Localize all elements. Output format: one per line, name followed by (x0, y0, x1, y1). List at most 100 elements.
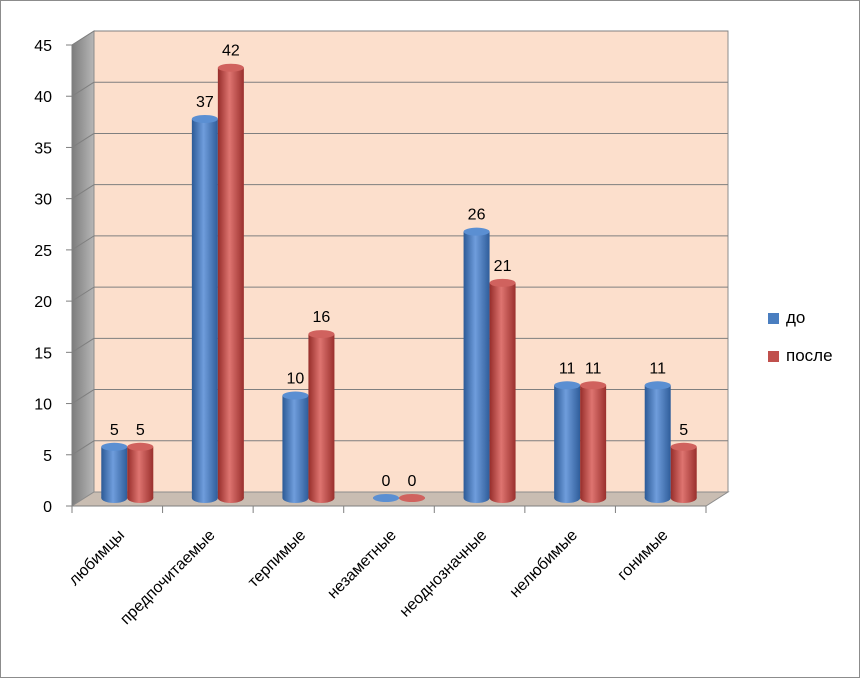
gridline-side (71, 235, 95, 251)
data-label: 16 (313, 309, 331, 326)
bar-after-base (217, 493, 244, 503)
y-tick-label: 0 (43, 499, 52, 516)
bar-before (101, 442, 128, 503)
category-label: гонимые (615, 527, 672, 584)
bar-after-top (308, 330, 335, 339)
gridline-side (71, 440, 95, 456)
gridline-side (71, 133, 95, 148)
bar-after (308, 330, 335, 503)
bar-before-base (463, 493, 490, 503)
data-label: 42 (222, 43, 240, 60)
bar-after-base (308, 493, 335, 503)
bar-after-top (217, 63, 244, 72)
bars (101, 63, 697, 503)
gridline-side (71, 81, 95, 97)
bar-after (489, 278, 516, 503)
bar-after-top (580, 381, 607, 390)
bar-after-body (489, 282, 516, 498)
bar-before-top (101, 442, 128, 451)
gridline-side (71, 337, 95, 353)
bar-before (554, 381, 581, 503)
y-tick-label: 40 (34, 89, 52, 106)
data-label: 0 (408, 473, 417, 490)
plot-back-wall (70, 30, 730, 507)
bar-before (191, 114, 218, 503)
bar-before-body (101, 446, 128, 498)
y-tick-label: 5 (43, 448, 52, 465)
gridline-side (71, 30, 95, 46)
bar-before-top (463, 227, 490, 236)
category-label: неоднозначные (397, 527, 491, 621)
bar-before-body (644, 385, 671, 498)
bar-before (282, 391, 309, 503)
data-label: 11 (649, 360, 666, 377)
bar-after-top (399, 494, 425, 502)
bar-before (644, 381, 671, 503)
bar-before-top (191, 114, 218, 123)
gridline-side (71, 286, 95, 302)
category-label: нелюбимые (507, 527, 581, 601)
bar-after-body (580, 385, 607, 498)
data-label: 37 (196, 94, 214, 111)
bar-after-body (670, 446, 697, 498)
bar-before-body (191, 118, 218, 498)
bar-after-base (489, 493, 516, 503)
y-tick-label: 10 (34, 397, 52, 414)
data-label: 11 (559, 360, 576, 377)
gridline-side (71, 184, 95, 200)
data-label: 5 (110, 422, 119, 439)
category-label: незаметные (324, 527, 399, 602)
bar-after-top (489, 278, 516, 287)
legend-label-before: до (786, 308, 806, 327)
bar-after (127, 442, 154, 503)
category-label: предпочитаемые (117, 527, 218, 628)
bar-after-top (670, 442, 697, 451)
data-label: 0 (382, 473, 391, 490)
data-label: 11 (585, 360, 602, 377)
y-tick-label: 35 (34, 140, 52, 157)
bar-before-top (644, 381, 671, 390)
bar-after-base (580, 493, 607, 503)
bar-after-top (127, 442, 154, 451)
legend-swatch-before (768, 312, 779, 324)
bar-before-top (282, 391, 309, 400)
bar-after (399, 494, 425, 502)
side-wall (71, 30, 95, 507)
bar-before-top (373, 494, 399, 502)
data-label: 5 (679, 422, 688, 439)
data-label: 10 (287, 371, 305, 388)
bar-before-base (191, 493, 218, 503)
bar-after (580, 381, 607, 503)
bar-after-body (308, 334, 335, 498)
y-tick-label: 45 (34, 38, 52, 55)
legend: до после (768, 308, 833, 384)
bar-after (217, 63, 244, 503)
bar-before-body (282, 395, 309, 498)
bar-before-base (101, 493, 128, 503)
bar-before-base (644, 493, 671, 503)
bar-after-body (127, 446, 154, 498)
bar-after-base (670, 493, 697, 503)
back-wall (93, 30, 729, 493)
gridline-side (71, 389, 95, 404)
axes (66, 44, 707, 513)
data-label: 5 (136, 422, 145, 439)
y-tick-label: 15 (34, 345, 52, 362)
bar-before-body (463, 231, 490, 498)
data-label: 21 (494, 258, 512, 275)
bar-before-top (554, 381, 581, 390)
bar-after-base (127, 493, 154, 503)
category-label: терпимые (245, 527, 309, 591)
bar-before (373, 494, 399, 502)
bar-before (463, 227, 490, 503)
category-label: любимцы (66, 527, 128, 589)
y-tick-label: 30 (34, 192, 52, 209)
y-tick-label: 20 (34, 294, 52, 311)
data-label: 26 (468, 207, 486, 224)
bar-after-body (217, 67, 244, 498)
bar-after (670, 442, 697, 503)
legend-swatch-after (768, 350, 779, 362)
y-tick-label: 25 (34, 243, 52, 260)
legend-item-before: до (768, 308, 833, 328)
